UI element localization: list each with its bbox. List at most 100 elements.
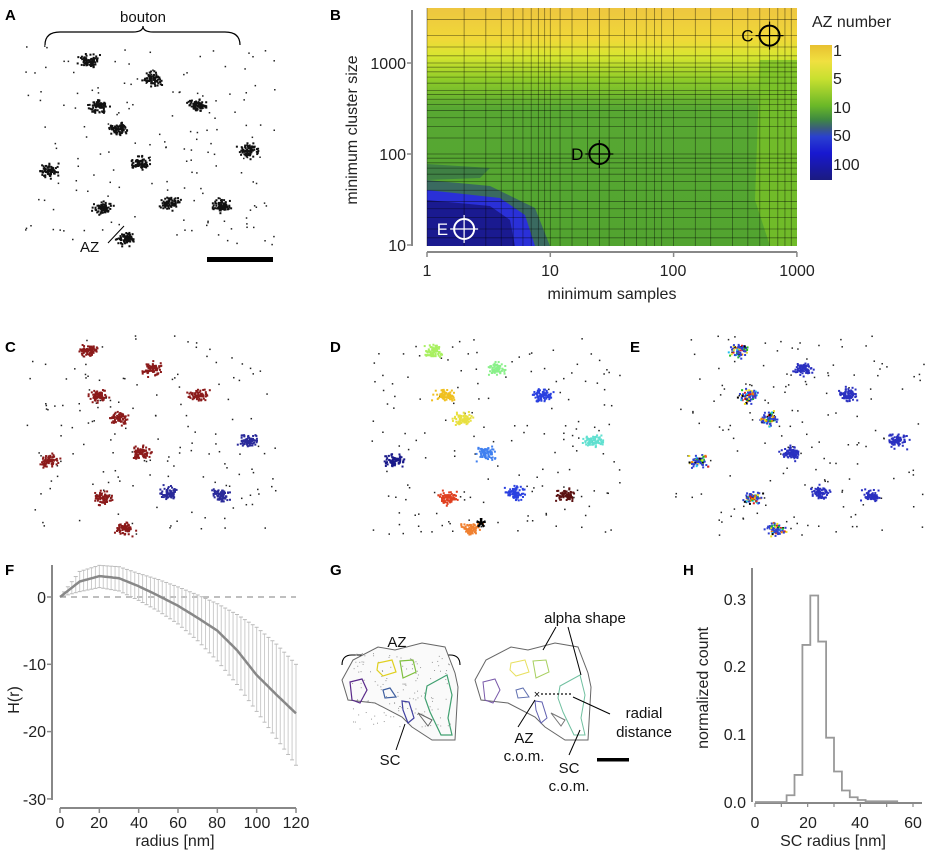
localization-point xyxy=(49,172,52,175)
localization-point xyxy=(84,59,87,62)
localization-point xyxy=(535,400,538,403)
localization-point xyxy=(818,493,821,496)
localization-point xyxy=(195,138,198,141)
localization-point xyxy=(500,363,503,366)
localization-point xyxy=(745,393,748,396)
localization-point xyxy=(204,106,207,109)
localization-point xyxy=(897,438,900,441)
localization-point xyxy=(96,401,99,404)
localization-point xyxy=(90,345,93,348)
localization-point xyxy=(784,391,786,394)
localization-point xyxy=(520,492,523,495)
localization-point xyxy=(700,459,703,462)
localization-point xyxy=(219,495,222,498)
localization-point xyxy=(545,512,547,515)
localization-point xyxy=(113,412,116,415)
localization-point xyxy=(563,377,565,380)
localization-point xyxy=(790,450,793,453)
localization-point xyxy=(144,77,147,80)
localization-point xyxy=(156,373,159,376)
localization-point xyxy=(487,455,490,458)
localization-point xyxy=(205,101,208,104)
localization-point xyxy=(383,460,386,463)
localization-point xyxy=(743,505,745,508)
localization-point xyxy=(146,365,149,368)
localization-point xyxy=(109,204,112,207)
localization-point xyxy=(391,465,394,468)
localization-point xyxy=(104,102,107,105)
localization-point xyxy=(436,393,439,396)
localization-point xyxy=(771,531,774,534)
localization-point xyxy=(451,530,454,532)
localization-point xyxy=(867,491,870,494)
localization-point xyxy=(692,412,694,414)
localization-point xyxy=(912,505,915,508)
localization-point xyxy=(176,234,178,236)
localization-point xyxy=(121,233,124,236)
localization-point xyxy=(736,450,739,452)
localization-point xyxy=(487,397,490,400)
localization-point xyxy=(150,365,153,368)
localization-point xyxy=(245,124,248,127)
localization-point xyxy=(126,521,129,524)
localization-point xyxy=(792,448,795,451)
localization-point xyxy=(255,437,258,440)
localization-point xyxy=(538,392,541,395)
localization-point xyxy=(827,414,829,416)
localization-point xyxy=(492,368,495,371)
localization-point xyxy=(167,475,170,478)
localization-point xyxy=(255,148,258,151)
localization-point xyxy=(875,499,878,502)
localization-point xyxy=(244,154,247,157)
localization-point xyxy=(756,391,759,394)
localization-point xyxy=(91,63,94,66)
localization-point xyxy=(117,417,120,420)
localization-point xyxy=(128,245,131,248)
localization-point xyxy=(98,392,101,395)
localization-point xyxy=(449,398,452,401)
localization-point xyxy=(839,394,842,397)
localization-point xyxy=(400,456,403,459)
localization-point xyxy=(110,421,113,424)
localization-point xyxy=(263,452,266,455)
localization-point xyxy=(94,61,97,64)
localization-point xyxy=(34,72,36,74)
localization-point xyxy=(474,453,476,455)
localization-point xyxy=(444,392,447,395)
localization-point xyxy=(190,99,193,102)
panel-c-localizations xyxy=(26,335,277,538)
localization-point xyxy=(873,498,876,501)
localization-point xyxy=(517,491,520,494)
localization-point xyxy=(522,495,525,498)
localization-point xyxy=(157,78,160,81)
localization-point xyxy=(131,166,134,169)
localization-point xyxy=(453,498,456,501)
localization-point xyxy=(100,204,103,207)
localization-point xyxy=(403,458,406,461)
localization-point xyxy=(241,363,244,365)
localization-point xyxy=(156,80,159,83)
localization-point xyxy=(445,698,447,700)
localization-point xyxy=(742,517,744,520)
localization-point xyxy=(247,153,250,156)
localization-point xyxy=(259,124,262,126)
localization-point xyxy=(600,434,603,437)
localization-point xyxy=(817,488,820,491)
localization-point xyxy=(243,435,246,438)
localization-point xyxy=(217,203,220,206)
localization-point xyxy=(231,357,233,359)
localization-point xyxy=(729,424,732,427)
localization-point xyxy=(198,98,201,101)
localization-point xyxy=(97,406,99,409)
localization-point xyxy=(446,389,449,392)
localization-point xyxy=(417,690,419,692)
localization-point xyxy=(492,440,495,443)
y-tick-label: 1000 xyxy=(370,56,406,73)
localization-point xyxy=(698,457,701,460)
localization-point xyxy=(371,718,373,720)
localization-point xyxy=(584,440,587,443)
localization-point xyxy=(393,464,396,467)
localization-point xyxy=(95,348,98,351)
localization-point xyxy=(85,353,88,356)
localization-point xyxy=(203,105,206,108)
